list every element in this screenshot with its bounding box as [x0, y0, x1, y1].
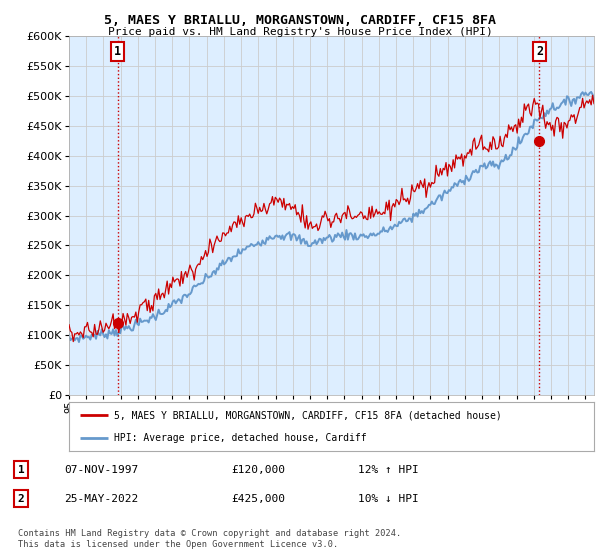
Text: 5, MAES Y BRIALLU, MORGANSTOWN, CARDIFF, CF15 8FA: 5, MAES Y BRIALLU, MORGANSTOWN, CARDIFF,… — [104, 14, 496, 27]
Text: 2: 2 — [18, 494, 25, 503]
Text: 2: 2 — [536, 45, 543, 58]
Text: Price paid vs. HM Land Registry's House Price Index (HPI): Price paid vs. HM Land Registry's House … — [107, 27, 493, 37]
Text: 5, MAES Y BRIALLU, MORGANSTOWN, CARDIFF, CF15 8FA (detached house): 5, MAES Y BRIALLU, MORGANSTOWN, CARDIFF,… — [113, 410, 502, 421]
Text: £120,000: £120,000 — [231, 465, 285, 475]
Text: Contains HM Land Registry data © Crown copyright and database right 2024.
This d: Contains HM Land Registry data © Crown c… — [18, 529, 401, 549]
Text: HPI: Average price, detached house, Cardiff: HPI: Average price, detached house, Card… — [113, 433, 366, 444]
Text: 07-NOV-1997: 07-NOV-1997 — [64, 465, 138, 475]
Text: 10% ↓ HPI: 10% ↓ HPI — [358, 494, 418, 503]
Text: 12% ↑ HPI: 12% ↑ HPI — [358, 465, 418, 475]
Text: £425,000: £425,000 — [231, 494, 285, 503]
Text: 1: 1 — [114, 45, 121, 58]
Text: 25-MAY-2022: 25-MAY-2022 — [64, 494, 138, 503]
Text: 1: 1 — [18, 465, 25, 475]
